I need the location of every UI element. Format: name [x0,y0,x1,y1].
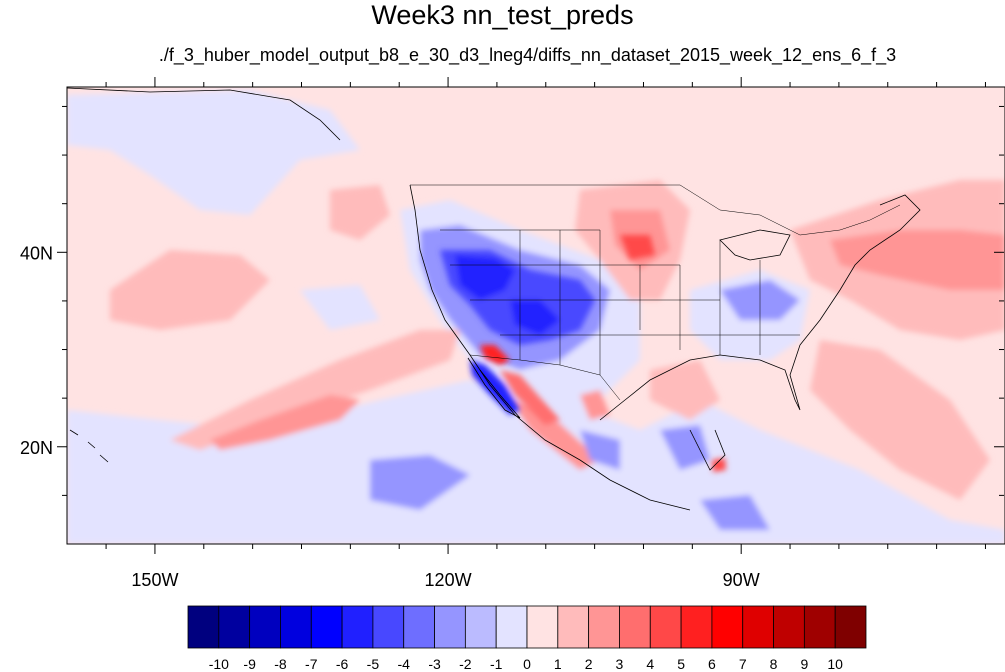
state-lines [440,229,800,375]
west-coast-line [409,184,691,511]
coastlines [67,87,921,511]
negative-anomaly-region [700,495,770,530]
x-tick-label: 90W [723,570,760,590]
colorbar-label: -6 [336,656,349,672]
east-coast-line [799,194,921,346]
negative-anomaly-core [510,300,560,335]
colorbar-label: -1 [490,656,503,672]
colorbar-swatch [464,605,497,649]
colorbar-label: 4 [646,656,654,672]
negative-anomaly-region [370,455,470,510]
colorbar-swatch [649,605,682,649]
colorbar-label: 5 [677,656,685,672]
map-frame [66,86,1005,545]
colorbar-swatch [495,605,528,649]
colorbar-swatch [341,605,374,649]
colorbar-label: 8 [770,656,778,672]
y-tick-label: 40N [20,243,53,263]
baja-peninsula-line [467,357,521,419]
colorbar-swatch [434,605,466,649]
great-lakes-line [719,229,791,261]
colorbar-swatch [310,605,343,649]
alaska-coast-line [67,87,341,141]
positive-anomaly-region [810,340,990,500]
map-title: Week3 nn_test_preds [371,0,634,30]
colorbar-label: 10 [827,656,843,672]
negative-anomaly-core [455,255,515,300]
colorbar-label: 0 [523,656,531,672]
colorbar-swatch [711,605,744,649]
colorbar-label: 2 [585,656,593,672]
negative-anomaly-region [300,285,380,330]
negative-anomaly-region [660,425,710,470]
colorbar-label: -7 [305,656,318,672]
colorbar-label: 1 [554,656,562,672]
x-tick-label: 120W [425,570,472,590]
colorbar-swatch [187,605,220,649]
colorbar-swatch [680,605,713,649]
colorbar-label: 7 [739,656,747,672]
colorbar-swatch [372,605,405,649]
hawaii-islands [69,429,109,463]
map-plot-area [67,87,1005,544]
positive-anomaly-region [210,395,360,450]
positive-anomaly-region [510,400,600,470]
colorbar-label: -5 [367,656,380,672]
colorbar-swatch [834,605,867,649]
colorbar-swatch [280,605,312,649]
colorbar-swatch [619,605,651,649]
colorbar-swatch [526,605,559,649]
political-borders [410,184,901,401]
negative-anomaly-region [67,90,360,215]
y-tick-label: 20N [20,438,53,458]
colorbar-label: 6 [708,656,716,672]
colorbar-swatch [773,605,805,649]
colorbar-label: -10 [209,656,229,672]
gulf-coast-line [599,344,801,421]
positive-anomaly-region [330,185,390,240]
x-tick-label: 150W [131,570,178,590]
colorbar-swatch [249,605,281,649]
positive-anomaly-region [650,360,720,420]
positive-anomaly-core [620,235,655,260]
colorbar-swatch [588,605,620,649]
negative-anomaly-region [580,430,620,470]
colorbar-label: 9 [800,656,808,672]
axis-ticks: 150W 120W 90W 20N 40N [20,77,1004,590]
colorbar-label: -4 [398,656,411,672]
colorbar-swatch [803,605,836,649]
colorbar-label: 3 [616,656,624,672]
positive-anomaly-region [580,390,610,420]
yucatan-line [689,429,726,471]
colorbar-swatch [742,605,774,649]
colorbar-swatch [557,605,590,649]
us-canada-border [410,184,901,236]
positive-anomaly-core [500,370,560,425]
colorbar: -10 -9 -8 -7 -6 -5 -4 -3 -2 -1 0 1 2 3 4 5 6 7 8 9 10 [187,605,867,672]
positive-anomaly-region [110,250,270,330]
colorbar-label: -2 [459,656,472,672]
colorbar-label: -9 [243,656,256,672]
positive-anomaly-core [712,458,726,472]
positive-anomaly-region [170,330,460,450]
positive-anomaly-region [830,230,1005,290]
map-subtitle: ./f_3_huber_model_output_b8_e_30_d3_lneg… [158,45,897,65]
colorbar-swatch [218,605,251,649]
colorbar-swatch [403,605,435,649]
colorbar-label: -3 [428,656,441,672]
colorbar-label: -8 [274,656,287,672]
positive-anomaly-core [480,345,510,365]
